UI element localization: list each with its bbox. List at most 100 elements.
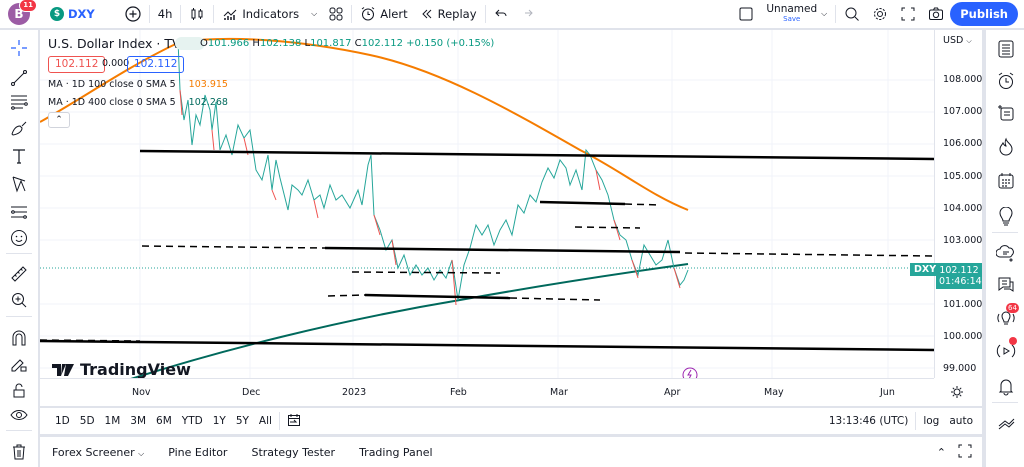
range-1m[interactable]: 1M — [104, 415, 121, 427]
utc-clock[interactable]: 13:13:46 (UTC) — [828, 415, 909, 427]
chart-pane[interactable]: U.S. Dollar Index · TVC O101.966 H102.13… — [40, 30, 982, 406]
prediction-tool[interactable] — [9, 202, 29, 222]
layouts-button[interactable] — [323, 0, 349, 28]
tab-pine-editor[interactable]: Pine Editor — [168, 445, 228, 459]
layout-toggle-button[interactable] — [732, 0, 760, 28]
tab-trading-panel[interactable]: Trading Panel — [359, 445, 433, 459]
range-3m[interactable]: 3M — [130, 415, 147, 427]
zoom-in-tool[interactable] — [9, 290, 29, 310]
redo-button[interactable] — [514, 0, 540, 28]
tab-strategy-tester[interactable]: Strategy Tester — [251, 445, 336, 459]
ma400-legend[interactable]: MA · 1D 400 close 0 SMA 5 102.268 — [48, 97, 228, 108]
indicators-dropdown[interactable]: ⌵ — [305, 0, 323, 28]
price-chart[interactable] — [40, 30, 934, 378]
publish-button[interactable]: Publish — [950, 2, 1018, 26]
collapse-panel-button[interactable] — [995, 412, 1017, 434]
calendar-button[interactable] — [995, 170, 1017, 192]
settings-button[interactable] — [866, 0, 894, 28]
watchlist-button[interactable] — [995, 38, 1017, 60]
ideas-stream-button[interactable] — [995, 206, 1017, 228]
drawing-toolbar — [0, 30, 38, 467]
object-tree-button[interactable] — [995, 102, 1017, 124]
emoji-tool[interactable] — [9, 228, 29, 248]
range-6m[interactable]: 6M — [156, 415, 172, 427]
buy-button[interactable]: 102.112 — [127, 56, 185, 73]
divider — [992, 402, 1018, 403]
indicators-button[interactable]: Indicators — [216, 0, 305, 28]
ma100-legend[interactable]: MA · 1D 100 close 0 SMA 5 103.915 — [48, 79, 228, 90]
snapshot-button[interactable] — [922, 0, 950, 28]
alarm-clock-icon — [361, 7, 375, 21]
fullscreen-button[interactable] — [894, 0, 922, 28]
pattern-tool[interactable] — [9, 174, 29, 194]
measure-tool[interactable] — [9, 264, 29, 284]
chart-type-button[interactable] — [183, 0, 211, 28]
tradingview-logo: TradingView — [52, 360, 191, 379]
range-all[interactable]: All — [258, 415, 272, 427]
range-1d[interactable]: 1D — [55, 415, 70, 427]
range-1y[interactable]: 1Y — [212, 415, 226, 427]
notification-badge: 11 — [19, 0, 37, 12]
range-5y[interactable]: 5Y — [235, 415, 249, 427]
auto-scale-toggle[interactable]: auto — [949, 415, 973, 427]
unlock-icon — [13, 383, 25, 398]
symbol-title[interactable]: U.S. Dollar Index · TVC — [48, 36, 190, 51]
crosshair-icon — [11, 40, 27, 56]
fib-tool[interactable] — [9, 92, 29, 112]
streams-button[interactable] — [995, 337, 1017, 362]
brush-tool[interactable] — [9, 118, 29, 138]
interval-button[interactable]: 4h — [152, 0, 179, 28]
alert-button[interactable]: Alert — [354, 0, 413, 28]
lock-all-tool[interactable] — [9, 380, 29, 400]
chart-settings-button[interactable] — [950, 385, 964, 402]
range-ytd[interactable]: YTD — [181, 415, 203, 427]
text-tool[interactable] — [9, 146, 29, 166]
pencil-lock-icon — [11, 359, 27, 372]
tab-forex-screener[interactable]: Forex Screener ⌵ — [40, 446, 156, 459]
compare-symbol-button[interactable] — [119, 0, 147, 28]
crosshair-tool[interactable] — [9, 38, 29, 58]
expand-panel-button[interactable]: ⌃ — [931, 446, 952, 459]
lightbulb-icon — [999, 207, 1013, 226]
market-status-pill[interactable] — [175, 37, 205, 50]
chevron-down-icon: ⌵ — [821, 9, 828, 18]
current-price: 102.112 — [939, 265, 979, 276]
maximize-panel-button[interactable] — [952, 444, 982, 461]
replay-button[interactable]: Replay — [414, 0, 483, 28]
search-button[interactable] — [838, 0, 866, 28]
trendline-tool[interactable] — [9, 68, 29, 88]
divider — [180, 5, 182, 23]
messages-button[interactable] — [995, 274, 1017, 296]
ideas-notifications-button[interactable]: 64 — [995, 303, 1019, 330]
replay-label: Replay — [437, 7, 477, 21]
ma100-value: 103.915 — [188, 79, 228, 90]
user-avatar[interactable]: B 11 — [8, 0, 37, 25]
hide-drawings-tool[interactable] — [9, 406, 29, 426]
price-tick: 108.000 — [943, 74, 983, 85]
chats-button[interactable] — [995, 242, 1017, 264]
alerts-button[interactable] — [995, 70, 1017, 92]
lock-drawings-tool[interactable] — [9, 354, 29, 374]
hotlists-button[interactable] — [995, 136, 1017, 158]
collapse-legend-button[interactable]: ⌃ — [48, 112, 70, 128]
currency-selector[interactable]: USD ⌵ — [943, 35, 972, 46]
notifications-button[interactable] — [995, 375, 1017, 397]
trend-line-icon — [11, 70, 27, 86]
symbol-price-label: DXY — [910, 263, 941, 276]
high-label: H — [252, 38, 260, 49]
ideas-badge: 64 — [1006, 303, 1019, 313]
time-axis[interactable]: Nov Dec 2023 Feb Mar Apr May Jun — [40, 378, 934, 406]
log-scale-toggle[interactable]: log — [923, 415, 940, 427]
price-axis[interactable]: USD ⌵ 108.000 107.000 106.000 105.000 10… — [934, 30, 982, 378]
bottom-panel-tabs: Forex Screener ⌵ Pine Editor Strategy Te… — [40, 437, 982, 467]
divider — [148, 5, 150, 23]
goto-date-button[interactable] — [282, 413, 306, 430]
symbol-search-button[interactable]: $ DXY — [44, 0, 101, 28]
sell-button[interactable]: 102.112 — [48, 56, 106, 73]
remove-drawings-tool[interactable] — [9, 442, 29, 462]
redo-icon — [524, 9, 533, 17]
range-5d[interactable]: 5D — [79, 415, 95, 427]
layout-name-button[interactable]: Unnamed Save ⌵ — [760, 0, 833, 28]
undo-button[interactable] — [488, 0, 514, 28]
magnet-tool[interactable] — [9, 328, 29, 348]
